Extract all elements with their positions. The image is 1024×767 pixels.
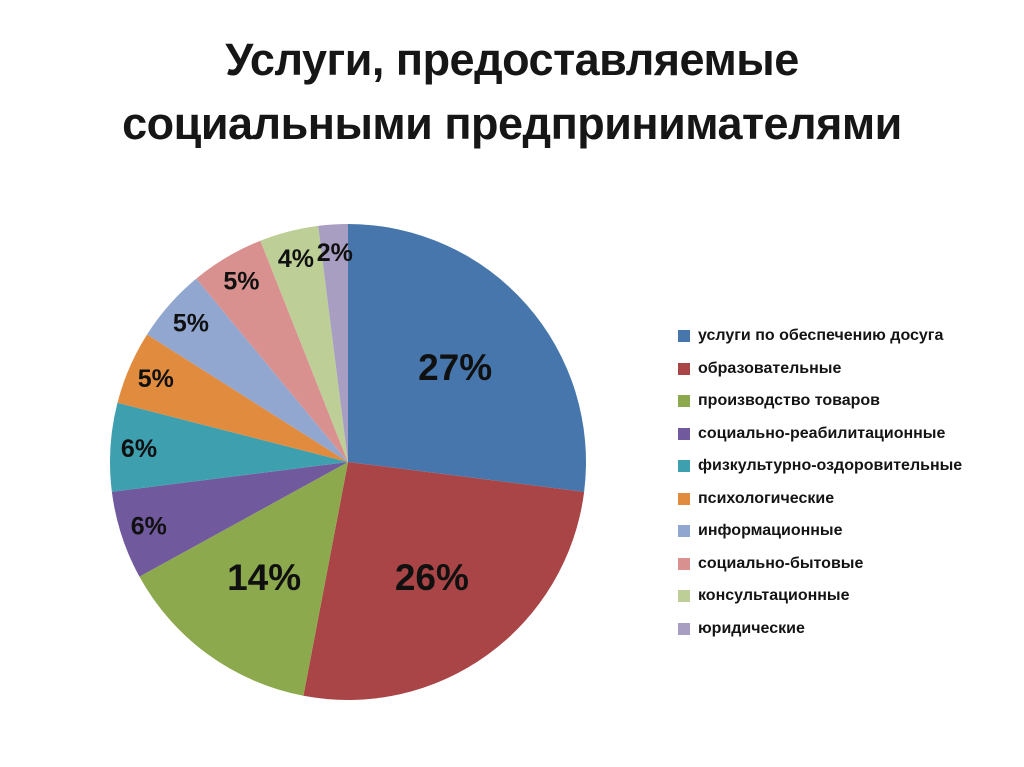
pie-slice-10 (318, 224, 348, 462)
legend-swatch-icon (678, 557, 690, 570)
legend-label: производство товаров (698, 392, 881, 410)
legend-label: юридические (698, 619, 805, 637)
pie-data-label: 14% (227, 557, 301, 598)
pie-data-label: 2% (317, 239, 353, 267)
legend-swatch-icon (678, 622, 690, 635)
pie-slice-5 (110, 402, 348, 492)
chart-title-line-1: Услуги, предоставляемые (225, 34, 799, 85)
pie-data-label: 27% (418, 347, 492, 388)
legend-item: услуги по обеспечению досуга (678, 320, 962, 353)
legend-item: производство товаров (678, 385, 962, 418)
legend-swatch-icon (678, 395, 690, 408)
pie-slice-6 (117, 334, 348, 462)
legend-item: информационные (678, 515, 962, 548)
legend-label: психологические (698, 489, 835, 507)
legend-item: социально-бытовые (678, 548, 962, 581)
legend-label: информационные (698, 522, 843, 540)
legend-swatch-icon (678, 492, 690, 505)
legend-item: юридические (678, 613, 962, 646)
pie-data-label: 4% (278, 245, 314, 273)
legend-item: физкультурно-оздоровительные (678, 450, 962, 483)
legend-swatch-icon (678, 427, 690, 440)
pie-data-label: 6% (131, 513, 167, 541)
pie-data-label: 6% (121, 435, 157, 463)
legend-swatch-icon (678, 330, 690, 343)
legend-swatch-icon (678, 590, 690, 603)
pie-slice-1 (348, 224, 586, 492)
legend-swatch-icon (678, 460, 690, 473)
pie-slice-8 (196, 240, 348, 462)
legend-item: социально-реабилитационные (678, 418, 962, 451)
legend-item: психологические (678, 483, 962, 516)
chart-title-line-2: социальными предпринимателями (122, 98, 902, 149)
legend-swatch-icon (678, 525, 690, 538)
legend-item: консультационные (678, 580, 962, 613)
pie-slice-2 (303, 462, 585, 700)
legend-label: консультационные (698, 587, 850, 605)
chart-title: Услуги, предоставляемые социальными пред… (0, 28, 1024, 156)
legend-item: образовательные (678, 353, 962, 386)
pie-data-label: 5% (138, 365, 174, 393)
pie-data-label: 26% (395, 557, 469, 598)
legend-swatch-icon (678, 362, 690, 375)
legend-label: социально-реабилитационные (698, 424, 946, 442)
pie-data-label: 5% (173, 310, 209, 338)
legend-label: образовательные (698, 359, 842, 377)
legend-label: социально-бытовые (698, 554, 864, 572)
pie-slice-4 (111, 462, 348, 577)
legend-label: физкультурно-оздоровительные (698, 457, 963, 475)
pie-slice-7 (147, 278, 348, 462)
pie-slice-9 (260, 225, 348, 462)
legend-label: услуги по обеспечению досуга (698, 327, 944, 345)
chart-legend: услуги по обеспечению досуга образователь… (678, 320, 962, 645)
pie-data-label: 5% (223, 268, 259, 296)
pie-slice-3 (139, 462, 348, 696)
